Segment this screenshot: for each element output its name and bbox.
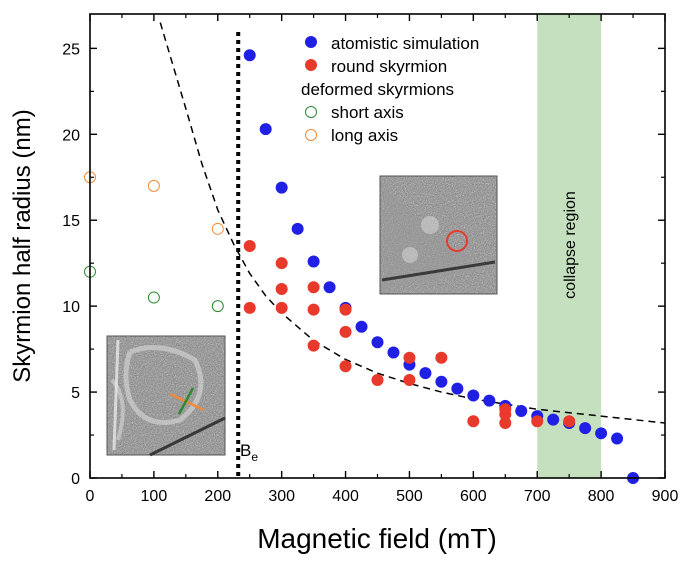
inset-edge-line [112,339,120,451]
y-tick-label: 0 [71,471,80,488]
round-skyrmion-point [403,351,416,364]
round-skyrmion-micrograph [379,175,498,295]
collapse-region-label: collapse region [562,191,579,299]
fit-curve-dashed [159,22,665,424]
x-tick-label: 100 [141,488,168,505]
x-tick-label: 700 [524,488,551,505]
round-skyrmion-point [307,339,320,352]
x-axis-label: Magnetic field (mT) [257,523,497,554]
inset-texture [380,176,497,294]
legend-heading-deformed: deformed skyrmions [301,80,454,99]
legend-label-round: round skyrmion [331,57,447,76]
atomistic-point [579,422,592,435]
atomistic-point [387,346,400,359]
y-tick-label: 25 [62,41,80,58]
round-skyrmion-point [499,408,512,421]
atomistic-point [323,281,336,294]
round-skyrmion-point [339,303,352,316]
collapse-region-band [537,14,602,478]
round-skyrmion-point [467,415,480,428]
round-skyrmion-point [339,325,352,338]
inset-edge-line [149,416,226,457]
atomistic-point [611,432,624,445]
be-line-label: Be [240,441,258,464]
round-skyrmion-point [243,301,256,314]
legend-label-short-axis: short axis [331,103,404,122]
legend: atomistic simulation round skyrmion defo… [301,34,479,145]
y-tick-label: 15 [62,213,80,230]
legend-marker-round [305,59,317,71]
y-tick-label: 20 [62,127,80,144]
deformed-skyrmion-micrograph [106,335,226,457]
y-tick-label: 10 [62,299,80,316]
x-tick-label: 400 [332,488,359,505]
x-tick-label: 800 [588,488,615,505]
legend-marker-long-axis [305,129,317,141]
inset-skyrmion-blob [421,216,439,234]
y-axis-label: Skyrmion half radius (nm) [9,109,36,382]
round-skyrmion-point [403,374,416,387]
legend-label-atomistic: atomistic simulation [331,34,479,53]
round-skyrmion-point [307,281,320,294]
inset-border [379,175,498,295]
long-axis-point [211,222,224,235]
round-skyrmion-point [307,303,320,316]
atomistic-point [547,413,560,426]
round-skyrmion-point [275,301,288,314]
short-axis-marker-line [177,387,195,415]
atomistic-point [371,336,384,349]
long-axis-marker-line [169,392,205,412]
inset-border [106,335,226,456]
short-axis-point [147,291,160,304]
round-skyrmion-point [275,257,288,270]
inset-triangle-region [384,188,480,290]
inset-skyrmion-blob [402,247,418,263]
inset-texture [107,336,225,455]
inset-helical-stripe [123,345,204,425]
legend-label-long-axis: long axis [331,126,398,145]
atomistic-point [307,255,320,268]
atomistic-point [243,49,256,62]
x-tick-label: 0 [86,488,95,505]
round-skyrmion-point [499,417,512,430]
atomistic-point [467,389,480,402]
long-axis-point [147,179,160,192]
x-tick-label: 600 [460,488,487,505]
atomistic-point [355,320,368,333]
round-skyrmion-point [243,240,256,252]
plot-frame [89,13,666,479]
round-skyrmion-point [275,282,288,295]
x-tick-label: 900 [652,488,679,505]
atomistic-point [275,181,288,194]
x-tick-label: 300 [268,488,295,505]
legend-marker-atomistic [305,36,317,48]
round-skyrmion-point [435,351,448,364]
x-tick-label: 200 [204,488,231,505]
y-tick-label: 5 [71,385,80,402]
round-skyrmion-point [563,415,576,428]
short-axis-point [211,300,224,313]
atomistic-point [483,394,496,407]
round-skyrmion-point [371,374,384,387]
atomistic-point [291,222,304,235]
atomistic-point [451,382,464,395]
atomistic-point [515,404,528,417]
atomistic-point [595,427,608,440]
x-tick-label: 500 [396,488,423,505]
atomistic-point [435,375,448,388]
round-skyrmion-marker-circle [446,230,468,252]
inset-edge-line [381,260,496,282]
atomistic-point [419,367,432,380]
atomistic-point [259,123,272,136]
round-skyrmion-point [339,360,352,373]
legend-marker-short-axis [305,106,317,118]
round-skyrmion-point [531,415,544,428]
